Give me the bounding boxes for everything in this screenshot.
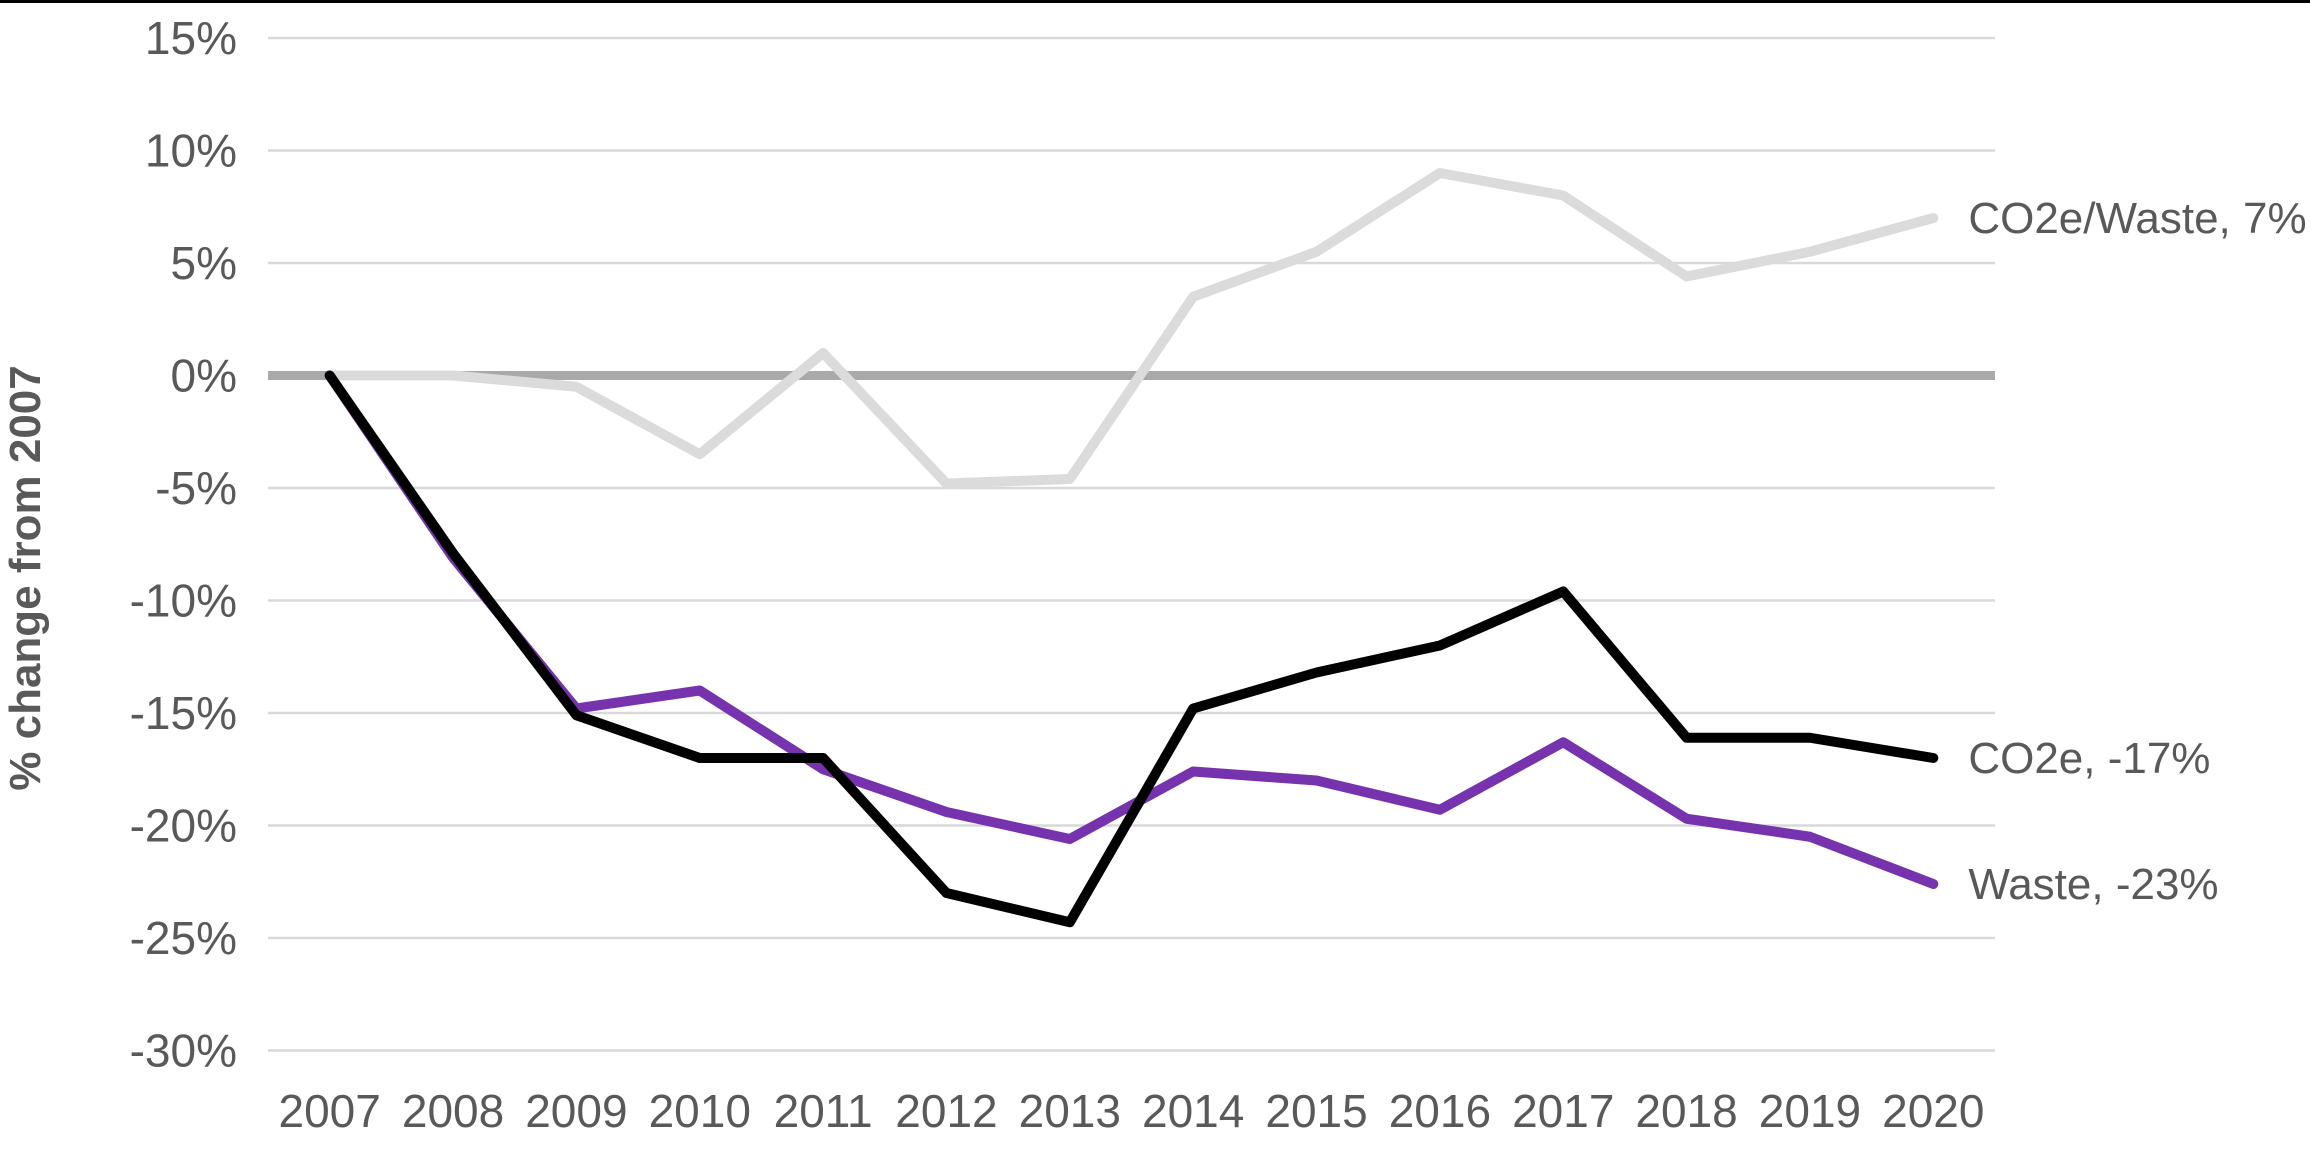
x-tick-label: 2015 — [1265, 1085, 1367, 1137]
x-tick-label: 2009 — [525, 1085, 627, 1137]
x-tick-label: 2010 — [649, 1085, 751, 1137]
y-tick-label: -5% — [155, 462, 237, 514]
y-tick-label: 15% — [145, 12, 237, 64]
y-tick-label: -10% — [130, 575, 237, 627]
series-line-co2e-waste — [324, 168, 1939, 489]
series-line-co2e — [324, 370, 1939, 928]
y-tick-label: 5% — [171, 237, 237, 289]
x-tick-label: 2018 — [1635, 1085, 1737, 1137]
x-tick-label: 2014 — [1142, 1085, 1244, 1137]
x-tick-label: 2011 — [774, 1085, 873, 1137]
y-tick-label: -15% — [130, 687, 237, 739]
x-tick-label: 2007 — [279, 1085, 381, 1137]
labels-layer: 15% 10% 5% 0% -5% -10% -15% -20% -25% -30% 2007 200… — [130, 12, 2307, 1137]
x-tick-label: 2013 — [1019, 1085, 1121, 1137]
gridlines-layer — [268, 36, 1995, 1052]
y-tick-label: -20% — [130, 800, 237, 852]
y-axis-title: % change from 2007 — [1, 365, 50, 791]
series-end-label: CO2e/Waste, 7% — [1968, 194, 2306, 243]
series-end-label: CO2e, -17% — [1968, 734, 2210, 783]
x-tick-label: 2008 — [402, 1085, 504, 1137]
series-line-waste — [324, 370, 1939, 889]
y-tick-label: -25% — [130, 912, 237, 964]
x-tick-label: 2016 — [1389, 1085, 1491, 1137]
series-end-label: Waste, -23% — [1968, 860, 2218, 909]
x-tick-label: 2020 — [1882, 1085, 1984, 1137]
line-chart: 15% 10% 5% 0% -5% -10% -15% -20% -25% -30% 2007 200… — [1, 12, 2307, 1137]
y-tick-label: 0% — [171, 350, 237, 402]
y-tick-label: 10% — [145, 125, 237, 177]
x-tick-label: 2019 — [1759, 1085, 1861, 1137]
y-tick-label: -30% — [130, 1025, 237, 1077]
x-tick-label: 2012 — [895, 1085, 997, 1137]
x-tick-label: 2017 — [1512, 1085, 1614, 1137]
series-layer — [324, 168, 1939, 928]
